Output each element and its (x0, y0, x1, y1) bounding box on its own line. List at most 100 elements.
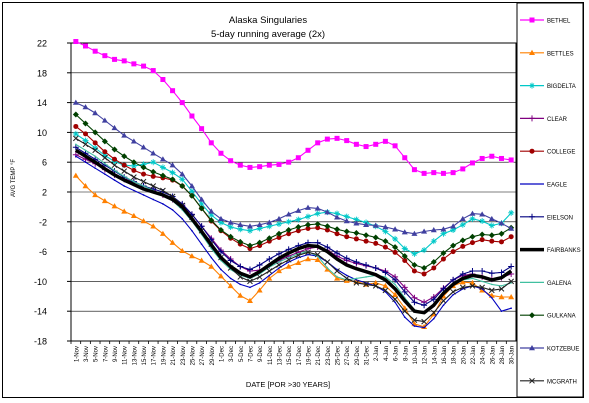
data-point-bigdelta (334, 210, 341, 217)
x-tick-label: 19-Dec (307, 346, 313, 365)
x-tick-label: 3-Dec (229, 346, 235, 362)
data-point-eielson (508, 263, 515, 270)
data-point-eielson (324, 244, 331, 251)
data-point-college (112, 156, 118, 162)
data-point-mcgrath (392, 296, 398, 303)
data-point-eielson (459, 270, 466, 277)
data-point-mcgrath (479, 284, 485, 291)
data-point-gulkana (111, 146, 118, 153)
data-point-kotzebue (159, 156, 166, 162)
data-point-bettles (334, 275, 341, 281)
data-point-eielson (363, 262, 370, 269)
data-point-bigdelta (188, 188, 195, 195)
data-point-eielson (372, 264, 379, 271)
legend-item-bigdelta: BIGDELTA (520, 82, 576, 90)
data-point-mcgrath (314, 251, 321, 258)
data-point-bettles (498, 294, 505, 300)
data-point-mcgrath (131, 174, 137, 180)
data-point-bethel (402, 155, 408, 161)
data-point-eielson (479, 267, 486, 274)
data-point-bethel (121, 58, 127, 64)
data-point-bigdelta (382, 228, 389, 235)
data-point-eielson (382, 269, 389, 276)
x-tick-label: 20-Jan (461, 346, 467, 364)
data-point-bigdelta (285, 218, 292, 225)
data-point-eagle (307, 253, 309, 256)
legend-item-bettles: BETTLES (520, 49, 574, 57)
data-point-bigdelta (246, 227, 253, 234)
data-point-kotzebue (140, 144, 147, 150)
data-point-galena (278, 261, 280, 263)
chart-title: Alaska Singularies (229, 15, 307, 26)
data-point-eielson (227, 257, 234, 264)
data-point-bethel (508, 157, 514, 163)
chart-svg: Alaska Singularies 5-day running average… (3, 3, 583, 397)
legend-marker-college (529, 148, 535, 154)
data-point-eagle (442, 304, 445, 307)
data-point-eagle (229, 277, 232, 280)
data-point-galena (365, 276, 367, 278)
data-point-bethel (208, 140, 214, 146)
data-point-gulkana (198, 205, 205, 212)
data-point-eagle (413, 325, 416, 327)
data-point-kotzebue (450, 223, 457, 229)
data-point-gulkana (169, 176, 176, 183)
x-tick-label: 11-Nov (123, 346, 129, 365)
series-line-bettles (75, 175, 512, 328)
data-point-bettles (140, 218, 147, 224)
data-point-kotzebue (363, 221, 370, 227)
legend-label-kotzebue: KOTZEBUE (547, 347, 579, 353)
data-point-gulkana (130, 159, 137, 166)
x-tick-label: 29-Dec (355, 346, 361, 365)
data-point-galena (394, 283, 396, 286)
data-point-gulkana (488, 232, 495, 239)
data-point-eielson (488, 270, 495, 277)
x-tick-label: 29-Nov (210, 346, 216, 365)
data-point-eielson (353, 259, 360, 266)
data-point-kotzebue (411, 230, 418, 236)
data-point-bettles (227, 282, 234, 289)
data-point-gulkana (372, 234, 379, 241)
legend-item-fairbanks: FAIRBANKS (520, 247, 581, 254)
data-point-gulkana (256, 239, 263, 246)
data-point-eagle (152, 198, 155, 201)
legend-item-bethel: BETHEL (520, 17, 571, 25)
data-point-eagle (258, 282, 261, 284)
data-point-eagle (94, 167, 96, 169)
data-point-mcgrath (401, 308, 408, 315)
data-point-bigdelta (469, 215, 476, 222)
data-point-college (286, 231, 292, 237)
data-point-kotzebue (305, 204, 312, 210)
data-point-college (421, 271, 427, 277)
data-point-mcgrath (421, 318, 427, 325)
data-point-mcgrath (82, 141, 89, 148)
data-point-mcgrath (256, 274, 263, 280)
data-point-bethel (102, 53, 108, 59)
data-point-mcgrath (488, 287, 495, 294)
x-tick-label: 21-Nov (171, 346, 177, 365)
x-tick-label: 9-Nov (113, 346, 119, 362)
series-gulkana (72, 111, 515, 271)
data-point-eagle (510, 307, 512, 310)
data-point-bethel (450, 170, 456, 176)
data-point-kotzebue (295, 207, 302, 213)
data-point-bettles (430, 311, 437, 317)
x-tick-label: 4-Jan (384, 346, 390, 361)
data-point-bethel (469, 160, 475, 166)
data-point-eielson (450, 276, 457, 283)
y-tick-label: -2 (39, 217, 47, 227)
x-axis-label: DATE [POR >30 YEARS] (246, 380, 330, 389)
data-point-college (402, 258, 408, 264)
data-point-bigdelta (314, 210, 321, 217)
data-point-gulkana (140, 164, 147, 171)
x-tick-label: 23-Dec (326, 346, 332, 365)
data-point-bethel (276, 161, 282, 167)
data-point-galena (491, 283, 493, 286)
data-point-kotzebue (217, 215, 224, 222)
y-tick-label: 18 (37, 68, 47, 78)
data-point-eagle (191, 229, 193, 232)
data-point-eagle (84, 161, 87, 163)
data-point-bethel (112, 56, 118, 62)
data-point-kotzebue (392, 226, 399, 232)
data-point-gulkana (227, 233, 234, 240)
